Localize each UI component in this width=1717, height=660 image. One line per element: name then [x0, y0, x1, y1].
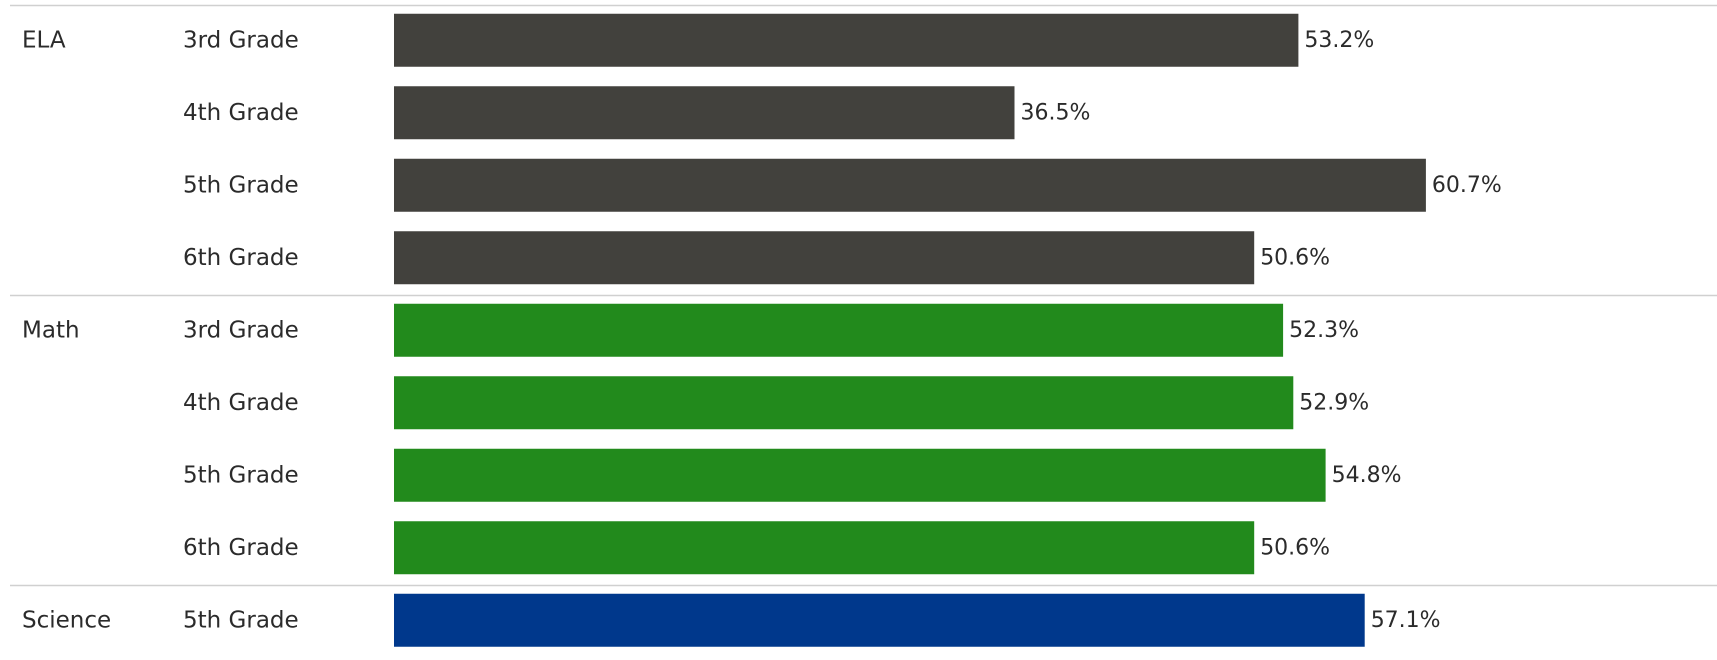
bar-science	[394, 593, 1365, 647]
group-label: Science	[22, 607, 111, 633]
data-label: 54.8%	[1332, 463, 1402, 488]
data-label: 53.2%	[1304, 28, 1374, 53]
bar-ela	[394, 86, 1015, 140]
bar-ela	[394, 231, 1255, 285]
bar-ela	[394, 13, 1299, 67]
data-label: 57.1%	[1371, 608, 1441, 633]
data-label: 52.9%	[1299, 390, 1369, 415]
data-label: 60.7%	[1432, 173, 1502, 198]
category-label: 3rd Grade	[183, 27, 299, 53]
bar-math	[394, 303, 1284, 357]
category-label: 5th Grade	[183, 462, 299, 488]
bar-ela	[394, 158, 1426, 212]
category-label: 6th Grade	[183, 245, 299, 271]
data-label: 36.5%	[1021, 100, 1091, 125]
category-label: 3rd Grade	[183, 317, 299, 343]
category-label: 5th Grade	[183, 172, 299, 198]
category-label: 6th Grade	[183, 535, 299, 561]
category-label: 4th Grade	[183, 100, 299, 126]
data-label: 52.3%	[1289, 318, 1359, 343]
bar-math	[394, 521, 1255, 575]
bar-math	[394, 376, 1294, 430]
category-label: 5th Grade	[183, 607, 299, 633]
category-label: 4th Grade	[183, 390, 299, 416]
group-label: ELA	[22, 27, 66, 53]
data-label: 50.6%	[1260, 245, 1330, 270]
group-label: Math	[22, 317, 80, 343]
data-label: 50.6%	[1260, 535, 1330, 560]
bar-math	[394, 448, 1326, 502]
